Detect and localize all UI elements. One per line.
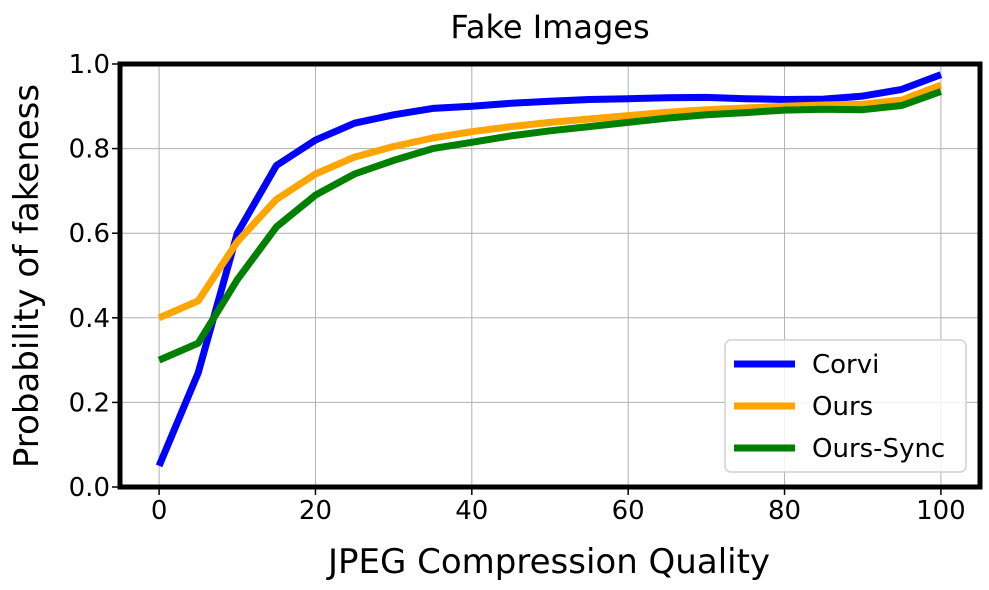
y-tick-label: 0.2 (69, 388, 110, 418)
x-tick-label: 20 (299, 496, 332, 526)
plot-frame (117, 61, 983, 490)
series-line-0 (155, 71, 943, 468)
series-line-1 (157, 81, 943, 322)
x-tick-label: 40 (455, 496, 488, 526)
legend-label: Ours (812, 392, 873, 422)
y-axis-ticks: 0.0 0.2 0.4 0.6 0.8 1.0 (69, 50, 118, 503)
series-lines (155, 71, 943, 468)
y-axis-label: Probability of fakeness (7, 84, 47, 468)
chart-title: Fake Images (450, 8, 649, 46)
x-tick-label: 0 (151, 496, 168, 526)
y-tick-label: 0.4 (69, 304, 110, 334)
legend-box (724, 339, 967, 473)
legend: Corvi Ours Ours-Sync (724, 339, 967, 473)
x-axis-ticks: 0 20 40 60 80 100 (151, 489, 966, 526)
legend-label: Corvi (812, 350, 879, 380)
y-tick-label: 0.6 (69, 219, 110, 249)
series-line-2 (157, 88, 943, 364)
x-tick-label: 80 (768, 496, 801, 526)
y-tick-label: 0.0 (69, 473, 110, 503)
legend-label: Ours-Sync (812, 434, 945, 464)
y-tick-label: 0.8 (69, 135, 110, 165)
x-tick-label: 100 (916, 496, 966, 526)
y-tick-label: 1.0 (69, 50, 110, 80)
x-tick-label: 60 (612, 496, 645, 526)
x-axis-label: JPEG Compression Quality (326, 542, 770, 582)
